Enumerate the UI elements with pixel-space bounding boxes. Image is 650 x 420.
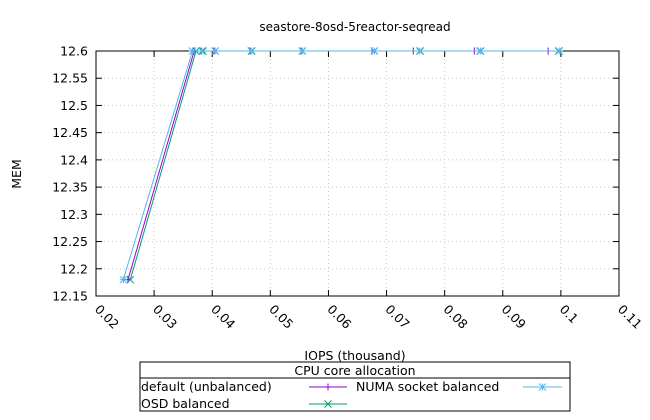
- series-line: [122, 50, 560, 280]
- data-point: [188, 47, 197, 55]
- legend: CPU core allocation default (unbalanced)…: [139, 361, 571, 412]
- chart-title: seastore-8osd-5reactor-seqread: [259, 20, 450, 34]
- legend-item: OSD balanced: [141, 396, 347, 411]
- data-point: [370, 47, 379, 55]
- series-default-unbalanced: [124, 47, 552, 284]
- data-point: [197, 47, 206, 55]
- legend-box: [139, 361, 571, 412]
- y-tick-label: 12.3: [60, 207, 88, 222]
- x-tick-label: 0.06: [324, 302, 354, 332]
- x-tick-label: 0.05: [266, 302, 296, 332]
- data-point: [415, 47, 424, 55]
- y-tick-label: 12.5: [60, 98, 88, 113]
- series-osd-balanced: [126, 47, 563, 284]
- data-point: [247, 47, 256, 55]
- x-tick-label: 0.07: [382, 302, 412, 332]
- y-tick-label: 12.6: [60, 44, 88, 59]
- y-tick-label: 12.35: [52, 180, 88, 195]
- data-point: [298, 47, 307, 55]
- x-tick-label: 0.04: [208, 302, 238, 332]
- legend-label: NUMA socket balanced: [356, 379, 499, 394]
- y-tick-label: 12.2: [60, 261, 88, 276]
- x-axis-ticks: 0.02 0.03 0.04 0.05 0.06 0.07 0.08 0.09 0.1 0.11: [92, 51, 645, 332]
- x-tick-label: 0.09: [499, 302, 529, 332]
- series-line: [127, 50, 549, 280]
- data-point: [555, 47, 563, 55]
- data-point: [476, 47, 485, 55]
- legend-items: default (unbalanced) OSD balanced NUMA soc…: [141, 379, 562, 411]
- legend-label: default (unbalanced): [141, 379, 272, 394]
- y-tick-label: 12.45: [52, 125, 88, 140]
- x-axis-label: IOPS (thousand): [304, 348, 405, 363]
- data-point: [211, 47, 219, 55]
- series-numa-socket-balanced: [119, 47, 563, 284]
- axes: [95, 50, 620, 297]
- data-point: [119, 275, 128, 284]
- x-tick-label: 0.08: [441, 302, 471, 332]
- x-tick-label: 0.03: [150, 302, 180, 332]
- y-axis-label: MEM: [9, 159, 24, 188]
- y-tick-label: 12.15: [52, 289, 88, 304]
- y-axis-ticks: 12.15 12.2 12.25 12.3 12.35 12.4 12.45 12.5 12.5…: [52, 44, 619, 304]
- plot-border: [95, 50, 620, 297]
- legend-title: CPU core allocation: [294, 363, 415, 378]
- legend-label: OSD balanced: [141, 396, 230, 411]
- data-series: [119, 47, 563, 284]
- series-line: [129, 50, 559, 280]
- y-tick-label: 12.55: [52, 71, 88, 86]
- legend-item: default (unbalanced): [141, 379, 347, 394]
- x-tick-label: 0.02: [92, 302, 122, 332]
- legend-item: NUMA socket balanced: [356, 379, 562, 394]
- grid-lines: [96, 51, 619, 296]
- x-tick-label: 0.11: [615, 302, 645, 332]
- x-tick-label: 0.1: [557, 302, 582, 327]
- y-tick-label: 12.4: [60, 152, 88, 167]
- y-tick-label: 12.25: [52, 234, 88, 249]
- data-point: [126, 275, 135, 284]
